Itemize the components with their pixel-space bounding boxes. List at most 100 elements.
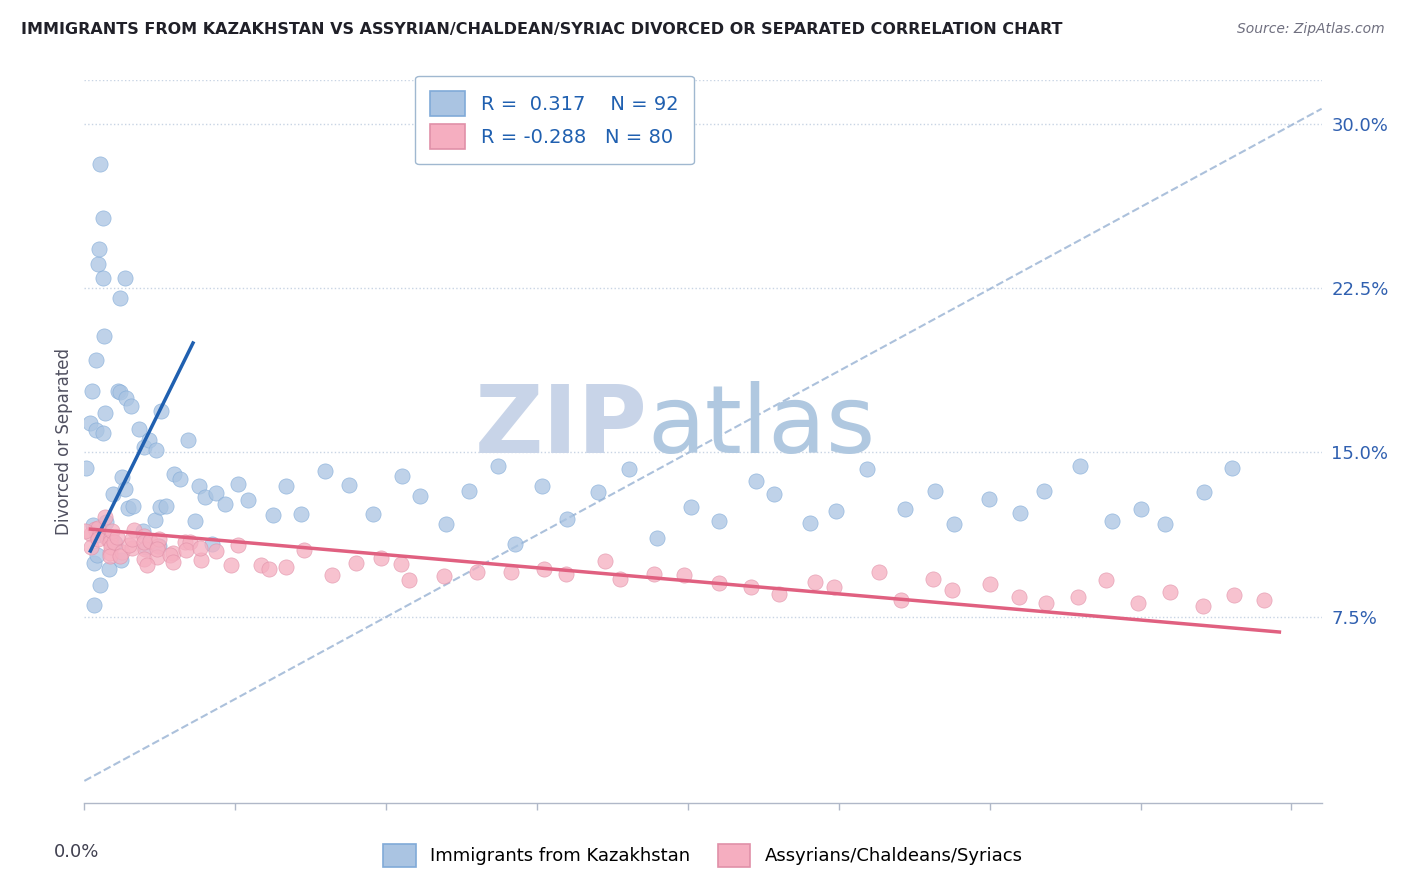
- Point: [314, 464, 336, 478]
- Point: [1159, 584, 1181, 599]
- Point: [108, 291, 131, 305]
- Point: [83, 522, 105, 536]
- Point: [100, 549, 122, 563]
- Point: [87, 532, 110, 546]
- Point: [977, 491, 1000, 506]
- Point: [173, 534, 195, 549]
- Point: [83, 556, 105, 570]
- Text: 0.0%: 0.0%: [55, 843, 100, 861]
- Point: [108, 384, 131, 399]
- Point: [361, 507, 384, 521]
- Point: [555, 567, 578, 582]
- Point: [707, 576, 730, 591]
- Point: [643, 567, 665, 582]
- Point: [740, 580, 762, 594]
- Point: [120, 399, 142, 413]
- Point: [162, 547, 184, 561]
- Point: [79, 416, 101, 430]
- Point: [80, 526, 103, 541]
- Point: [163, 467, 186, 482]
- Point: [1192, 599, 1215, 613]
- Point: [1094, 574, 1116, 588]
- Point: [855, 462, 877, 476]
- Point: [276, 479, 298, 493]
- Point: [823, 580, 845, 594]
- Point: [409, 489, 432, 503]
- Point: [104, 536, 127, 550]
- Point: [128, 422, 150, 436]
- Point: [110, 552, 132, 566]
- Point: [194, 490, 217, 504]
- Point: [1194, 484, 1216, 499]
- Point: [465, 565, 488, 579]
- Point: [132, 534, 155, 549]
- Point: [370, 550, 392, 565]
- Point: [337, 477, 360, 491]
- Point: [132, 440, 155, 454]
- Point: [105, 530, 128, 544]
- Point: [89, 157, 111, 171]
- Point: [94, 515, 117, 529]
- Point: [91, 211, 114, 226]
- Point: [82, 384, 104, 398]
- Point: [87, 256, 110, 270]
- Point: [83, 598, 105, 612]
- Point: [389, 557, 412, 571]
- Point: [707, 514, 730, 528]
- Point: [555, 511, 578, 525]
- Point: [84, 352, 107, 367]
- Point: [1220, 461, 1243, 475]
- Point: [169, 472, 191, 486]
- Point: [148, 539, 170, 553]
- Point: [398, 573, 420, 587]
- Point: [94, 406, 117, 420]
- Point: [1153, 517, 1175, 532]
- Point: [204, 486, 226, 500]
- Point: [87, 242, 110, 256]
- Point: [458, 484, 481, 499]
- Point: [533, 562, 555, 576]
- Point: [1067, 590, 1090, 604]
- Point: [132, 552, 155, 566]
- Point: [1253, 593, 1275, 607]
- Point: [98, 534, 121, 549]
- Point: [228, 538, 250, 552]
- Point: [131, 524, 153, 538]
- Point: [146, 542, 169, 557]
- Point: [146, 550, 169, 565]
- Point: [135, 558, 157, 573]
- Point: [486, 459, 509, 474]
- Point: [122, 499, 145, 513]
- Point: [942, 517, 965, 532]
- Point: [174, 543, 197, 558]
- Point: [588, 485, 610, 500]
- Point: [103, 535, 125, 549]
- Point: [121, 532, 143, 546]
- Point: [75, 461, 97, 475]
- Point: [162, 555, 184, 569]
- Point: [236, 492, 259, 507]
- Point: [799, 516, 821, 530]
- Point: [344, 556, 367, 570]
- Point: [804, 574, 827, 589]
- Point: [96, 532, 118, 546]
- Point: [645, 531, 668, 545]
- Point: [292, 542, 315, 557]
- Text: IMMIGRANTS FROM KAZAKHSTAN VS ASSYRIAN/CHALDEAN/SYRIAC DIVORCED OR SEPARATED COR: IMMIGRANTS FROM KAZAKHSTAN VS ASSYRIAN/C…: [21, 22, 1063, 37]
- Point: [762, 487, 785, 501]
- Point: [87, 521, 110, 535]
- Legend: Immigrants from Kazakhstan, Assyrians/Chaldeans/Syriacs: Immigrants from Kazakhstan, Assyrians/Ch…: [377, 837, 1029, 874]
- Point: [134, 542, 156, 557]
- Text: atlas: atlas: [647, 381, 876, 473]
- Point: [100, 545, 122, 559]
- Point: [177, 433, 200, 447]
- Point: [100, 531, 122, 545]
- Point: [924, 484, 946, 499]
- Point: [1069, 458, 1091, 473]
- Point: [290, 507, 312, 521]
- Point: [204, 544, 226, 558]
- Point: [80, 540, 103, 554]
- Point: [148, 533, 170, 547]
- Point: [122, 523, 145, 537]
- Point: [93, 328, 115, 343]
